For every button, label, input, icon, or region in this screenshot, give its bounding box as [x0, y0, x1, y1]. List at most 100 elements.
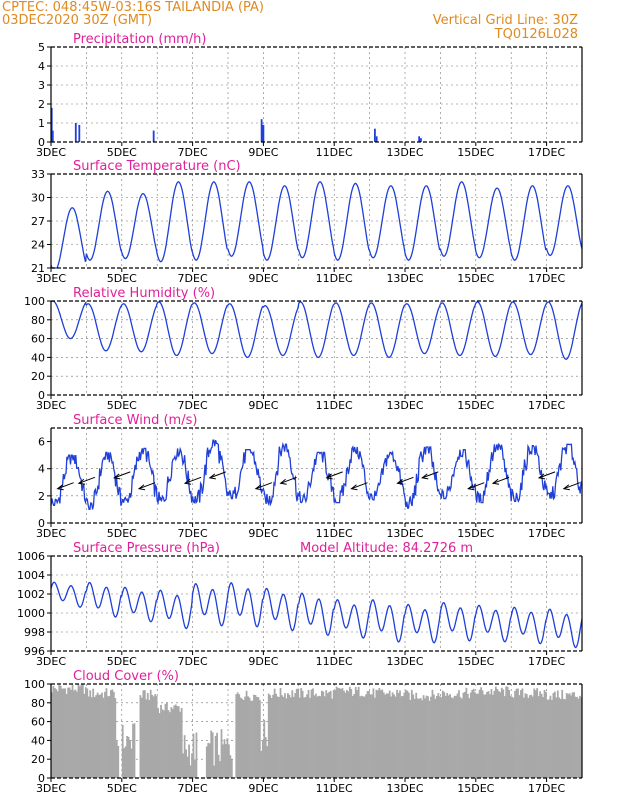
wind-arrow [138, 482, 156, 490]
cloud-bar [194, 759, 196, 778]
cloud-bar [87, 696, 90, 778]
cloud-bar [421, 700, 423, 778]
cloud-bar [456, 693, 459, 778]
cloud-bar [278, 697, 280, 778]
cloud-bar [400, 696, 403, 778]
y-tick-label: 1004 [17, 569, 45, 582]
cloud-bar [186, 756, 189, 778]
cloud-bar [365, 694, 367, 778]
cloud-bar [568, 693, 571, 778]
cloud-bar [492, 694, 494, 778]
cloud-bar [505, 686, 508, 778]
cloud-bar [217, 754, 220, 778]
cloud-bar [351, 695, 354, 778]
cloud-bar [81, 684, 84, 778]
cloud-bar [340, 689, 342, 778]
cloud-bar [253, 694, 255, 778]
cloud-bar [313, 695, 316, 778]
cloud-bar [89, 690, 92, 778]
cloud-bar [93, 697, 96, 778]
cloud-bar [382, 692, 385, 778]
panel-2 [47, 300, 583, 399]
cloud-bar [326, 693, 329, 778]
cloud-bar [543, 689, 546, 778]
cloud-bar [396, 689, 398, 778]
cloud-bar [406, 690, 409, 778]
precip-bar [51, 130, 54, 142]
cloud-bar [157, 707, 159, 778]
cloud-bar [405, 690, 407, 778]
cloud-bar [437, 693, 440, 778]
x-tick-label: 13DEC [386, 146, 423, 159]
cloud-bar [379, 690, 382, 778]
y-tick-label: 1006 [17, 550, 45, 563]
cloud-bar [573, 692, 575, 778]
cloud-bar [304, 697, 307, 778]
cloud-bar [219, 761, 221, 778]
cloud-bar [235, 694, 238, 778]
cloud-bar [298, 697, 301, 778]
wind-arrow [57, 482, 74, 490]
cloud-bar [303, 697, 305, 778]
precip-bar [260, 119, 263, 142]
cloud-bar [152, 696, 155, 778]
cloud-bar [555, 697, 558, 778]
cloud-bar [521, 688, 524, 778]
cloud-bar [95, 695, 98, 778]
cloud-bar [306, 694, 308, 778]
x-tick-label: 13DEC [386, 655, 423, 668]
panel-title: Relative Humidity (%) [73, 286, 215, 301]
wind-arrow-head [537, 473, 546, 480]
cloud-bar [163, 710, 165, 778]
cloud-bar [363, 696, 366, 778]
cloud-bar [160, 704, 162, 778]
cloud-bar [275, 693, 277, 778]
cloud-bar [387, 693, 390, 778]
x-tick-label: 15DEC [457, 272, 494, 285]
cloud-bar [517, 688, 519, 778]
wind-arrow [492, 476, 510, 484]
cloud-bar [267, 693, 270, 778]
panel-annotation: Model Altitude: 84.2726 m [300, 541, 473, 556]
cloud-bar [174, 704, 177, 778]
x-tick-label: 15DEC [457, 399, 494, 412]
y-tick-label: 21 [31, 262, 45, 275]
precip-bar [152, 130, 155, 142]
precip-bar [420, 138, 422, 142]
cloud-bar [434, 698, 437, 778]
cloud-bar [548, 699, 550, 778]
cloud-bar [354, 687, 357, 778]
cloud-bar [170, 707, 173, 778]
cloud-bar [132, 723, 134, 778]
cloud-bar [332, 690, 335, 778]
cloud-bar [419, 697, 422, 778]
cloud-bar [540, 693, 543, 778]
panel-4 [47, 555, 583, 655]
cloud-bar [347, 691, 350, 778]
cloud-bar [177, 706, 180, 778]
wind-arrow [78, 476, 96, 484]
precip-bar [375, 136, 378, 142]
cloud-bar [309, 697, 311, 778]
cloud-bar [397, 692, 400, 778]
y-tick-label: 40 [31, 734, 45, 747]
x-tick-label: 7DEC [178, 782, 208, 795]
cloud-bar [207, 742, 210, 778]
cloud-bar [301, 690, 304, 778]
cloud-bar [312, 688, 314, 778]
cloud-bar [331, 698, 334, 778]
cloud-bar [67, 687, 69, 778]
cloud-bar [362, 696, 364, 778]
cloud-bar [531, 696, 534, 778]
x-tick-label: 5DEC [107, 782, 137, 795]
x-tick-label: 5DEC [107, 655, 137, 668]
cloud-bar [469, 692, 472, 778]
cloud-bar [179, 711, 182, 778]
precip-bar [418, 136, 421, 142]
cloud-bar [108, 696, 111, 778]
wind-arrow [209, 471, 227, 479]
cloud-bar [388, 690, 391, 778]
cloud-bar [465, 687, 468, 778]
header-station: CPTEC: 048:45W-03:16S TAILANDIA (PA) [2, 0, 264, 15]
cloud-bar [483, 694, 485, 778]
